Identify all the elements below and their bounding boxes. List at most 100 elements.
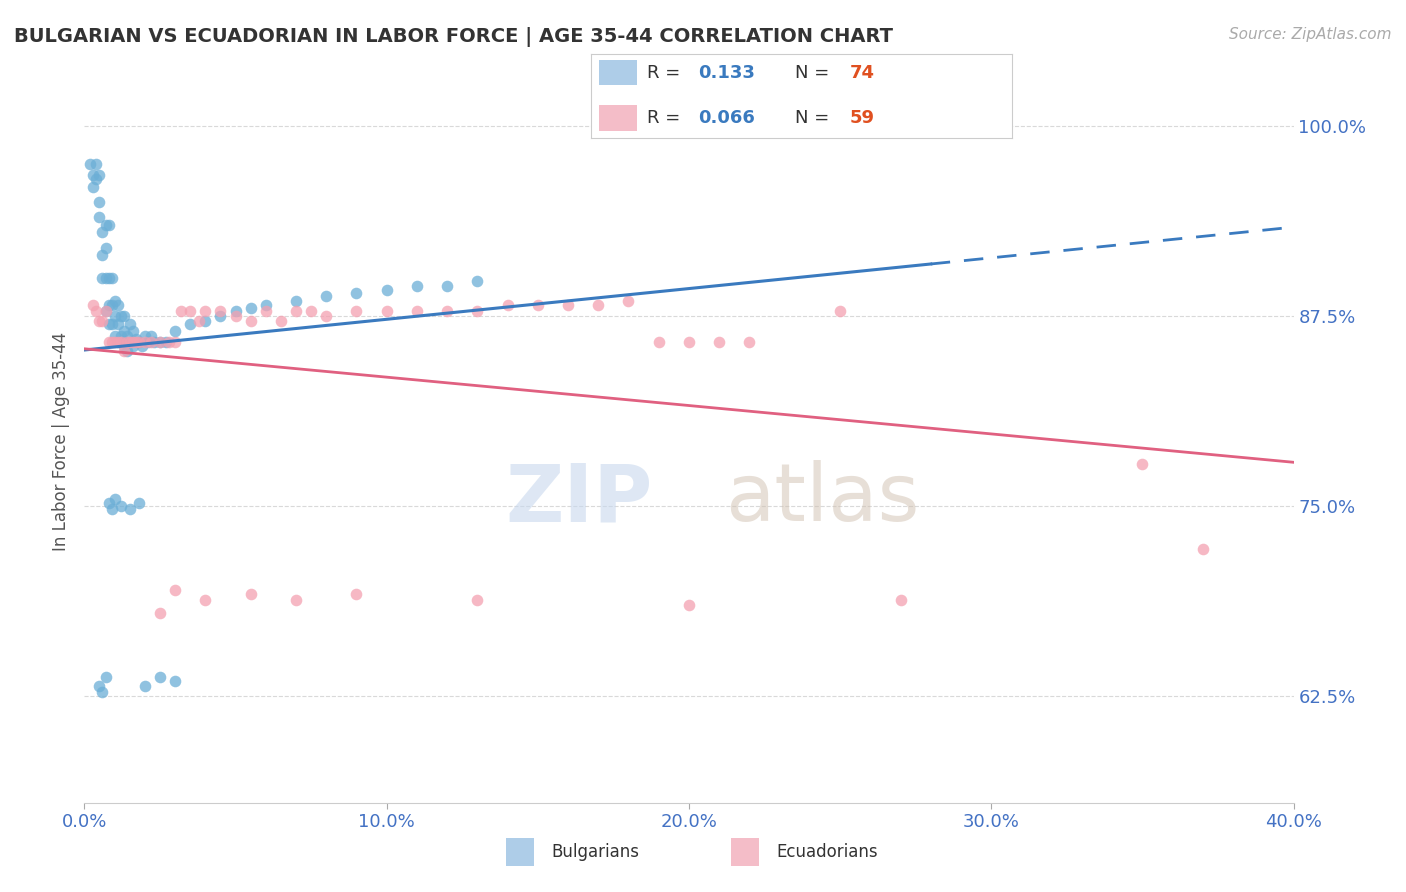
Point xyxy=(91,271,114,285)
Point xyxy=(112,309,135,323)
Point xyxy=(104,309,127,323)
Point xyxy=(254,298,277,312)
Point xyxy=(97,496,120,510)
Point xyxy=(225,304,247,318)
Point xyxy=(89,210,111,224)
Point xyxy=(375,304,398,318)
Point xyxy=(125,332,148,346)
Point xyxy=(94,304,117,318)
Point xyxy=(79,157,101,171)
Point xyxy=(118,334,141,349)
Point xyxy=(107,334,129,349)
Point xyxy=(239,587,262,601)
Point xyxy=(89,679,111,693)
Point xyxy=(285,304,308,318)
Y-axis label: In Labor Force | Age 35-44: In Labor Force | Age 35-44 xyxy=(52,332,70,551)
Point xyxy=(97,218,120,232)
Point xyxy=(94,218,117,232)
Point xyxy=(170,304,193,318)
Point xyxy=(115,328,138,343)
Point xyxy=(1192,541,1215,556)
Point xyxy=(86,157,108,171)
Text: Ecuadorians: Ecuadorians xyxy=(776,843,877,861)
FancyBboxPatch shape xyxy=(599,105,637,130)
Point xyxy=(82,179,104,194)
Point xyxy=(121,324,143,338)
Point xyxy=(149,606,172,620)
Point xyxy=(648,334,671,349)
Point xyxy=(134,679,156,693)
Point xyxy=(91,226,114,240)
Point xyxy=(678,598,700,612)
Point xyxy=(375,283,398,297)
Point xyxy=(209,304,232,318)
Point xyxy=(346,587,368,601)
Point xyxy=(467,274,489,288)
Point xyxy=(406,278,429,293)
Point xyxy=(299,304,322,318)
Point xyxy=(121,334,143,349)
Point xyxy=(194,593,217,607)
Point xyxy=(285,593,308,607)
Point xyxy=(738,334,761,349)
Point xyxy=(104,293,127,308)
Point xyxy=(94,241,117,255)
Point xyxy=(239,301,262,316)
Point xyxy=(142,334,165,349)
Point xyxy=(557,298,579,312)
Point xyxy=(436,304,458,318)
Point xyxy=(97,271,120,285)
Point xyxy=(94,669,117,683)
Point xyxy=(97,317,120,331)
Text: N =: N = xyxy=(796,63,835,81)
Text: BULGARIAN VS ECUADORIAN IN LABOR FORCE | AGE 35-44 CORRELATION CHART: BULGARIAN VS ECUADORIAN IN LABOR FORCE |… xyxy=(14,27,893,46)
Point xyxy=(94,271,117,285)
Point xyxy=(149,334,172,349)
Text: N =: N = xyxy=(796,109,835,127)
Text: 74: 74 xyxy=(849,63,875,81)
Point xyxy=(91,313,114,327)
Point xyxy=(86,172,108,186)
Point xyxy=(104,491,127,506)
Point xyxy=(110,499,132,513)
Point xyxy=(527,298,550,312)
FancyBboxPatch shape xyxy=(599,60,637,86)
Point xyxy=(110,334,132,349)
Point xyxy=(315,309,337,323)
Point xyxy=(346,304,368,318)
Point xyxy=(100,298,122,312)
Point xyxy=(588,298,610,312)
Text: 0.133: 0.133 xyxy=(697,63,755,81)
Text: Bulgarians: Bulgarians xyxy=(551,843,640,861)
Point xyxy=(128,496,150,510)
Point xyxy=(194,313,217,327)
Text: atlas: atlas xyxy=(725,460,920,539)
Point xyxy=(104,334,127,349)
Text: R =: R = xyxy=(647,63,686,81)
Point xyxy=(139,328,162,343)
Text: R =: R = xyxy=(647,109,686,127)
Point xyxy=(82,168,104,182)
Point xyxy=(110,309,132,323)
Point xyxy=(125,334,148,349)
Point xyxy=(165,324,187,338)
Point xyxy=(91,248,114,262)
Point xyxy=(254,304,277,318)
Point xyxy=(112,339,135,353)
Point xyxy=(136,334,159,349)
Point xyxy=(890,593,912,607)
Point xyxy=(115,344,138,359)
Point xyxy=(134,328,156,343)
Point xyxy=(100,271,122,285)
Point xyxy=(406,304,429,318)
Text: 0.066: 0.066 xyxy=(697,109,755,127)
Text: Source: ZipAtlas.com: Source: ZipAtlas.com xyxy=(1229,27,1392,42)
Point xyxy=(678,334,700,349)
Point xyxy=(97,334,120,349)
Point xyxy=(112,344,135,359)
Point xyxy=(346,286,368,301)
Point xyxy=(149,669,172,683)
Point xyxy=(165,334,187,349)
Text: 59: 59 xyxy=(849,109,875,127)
Point xyxy=(188,313,211,327)
